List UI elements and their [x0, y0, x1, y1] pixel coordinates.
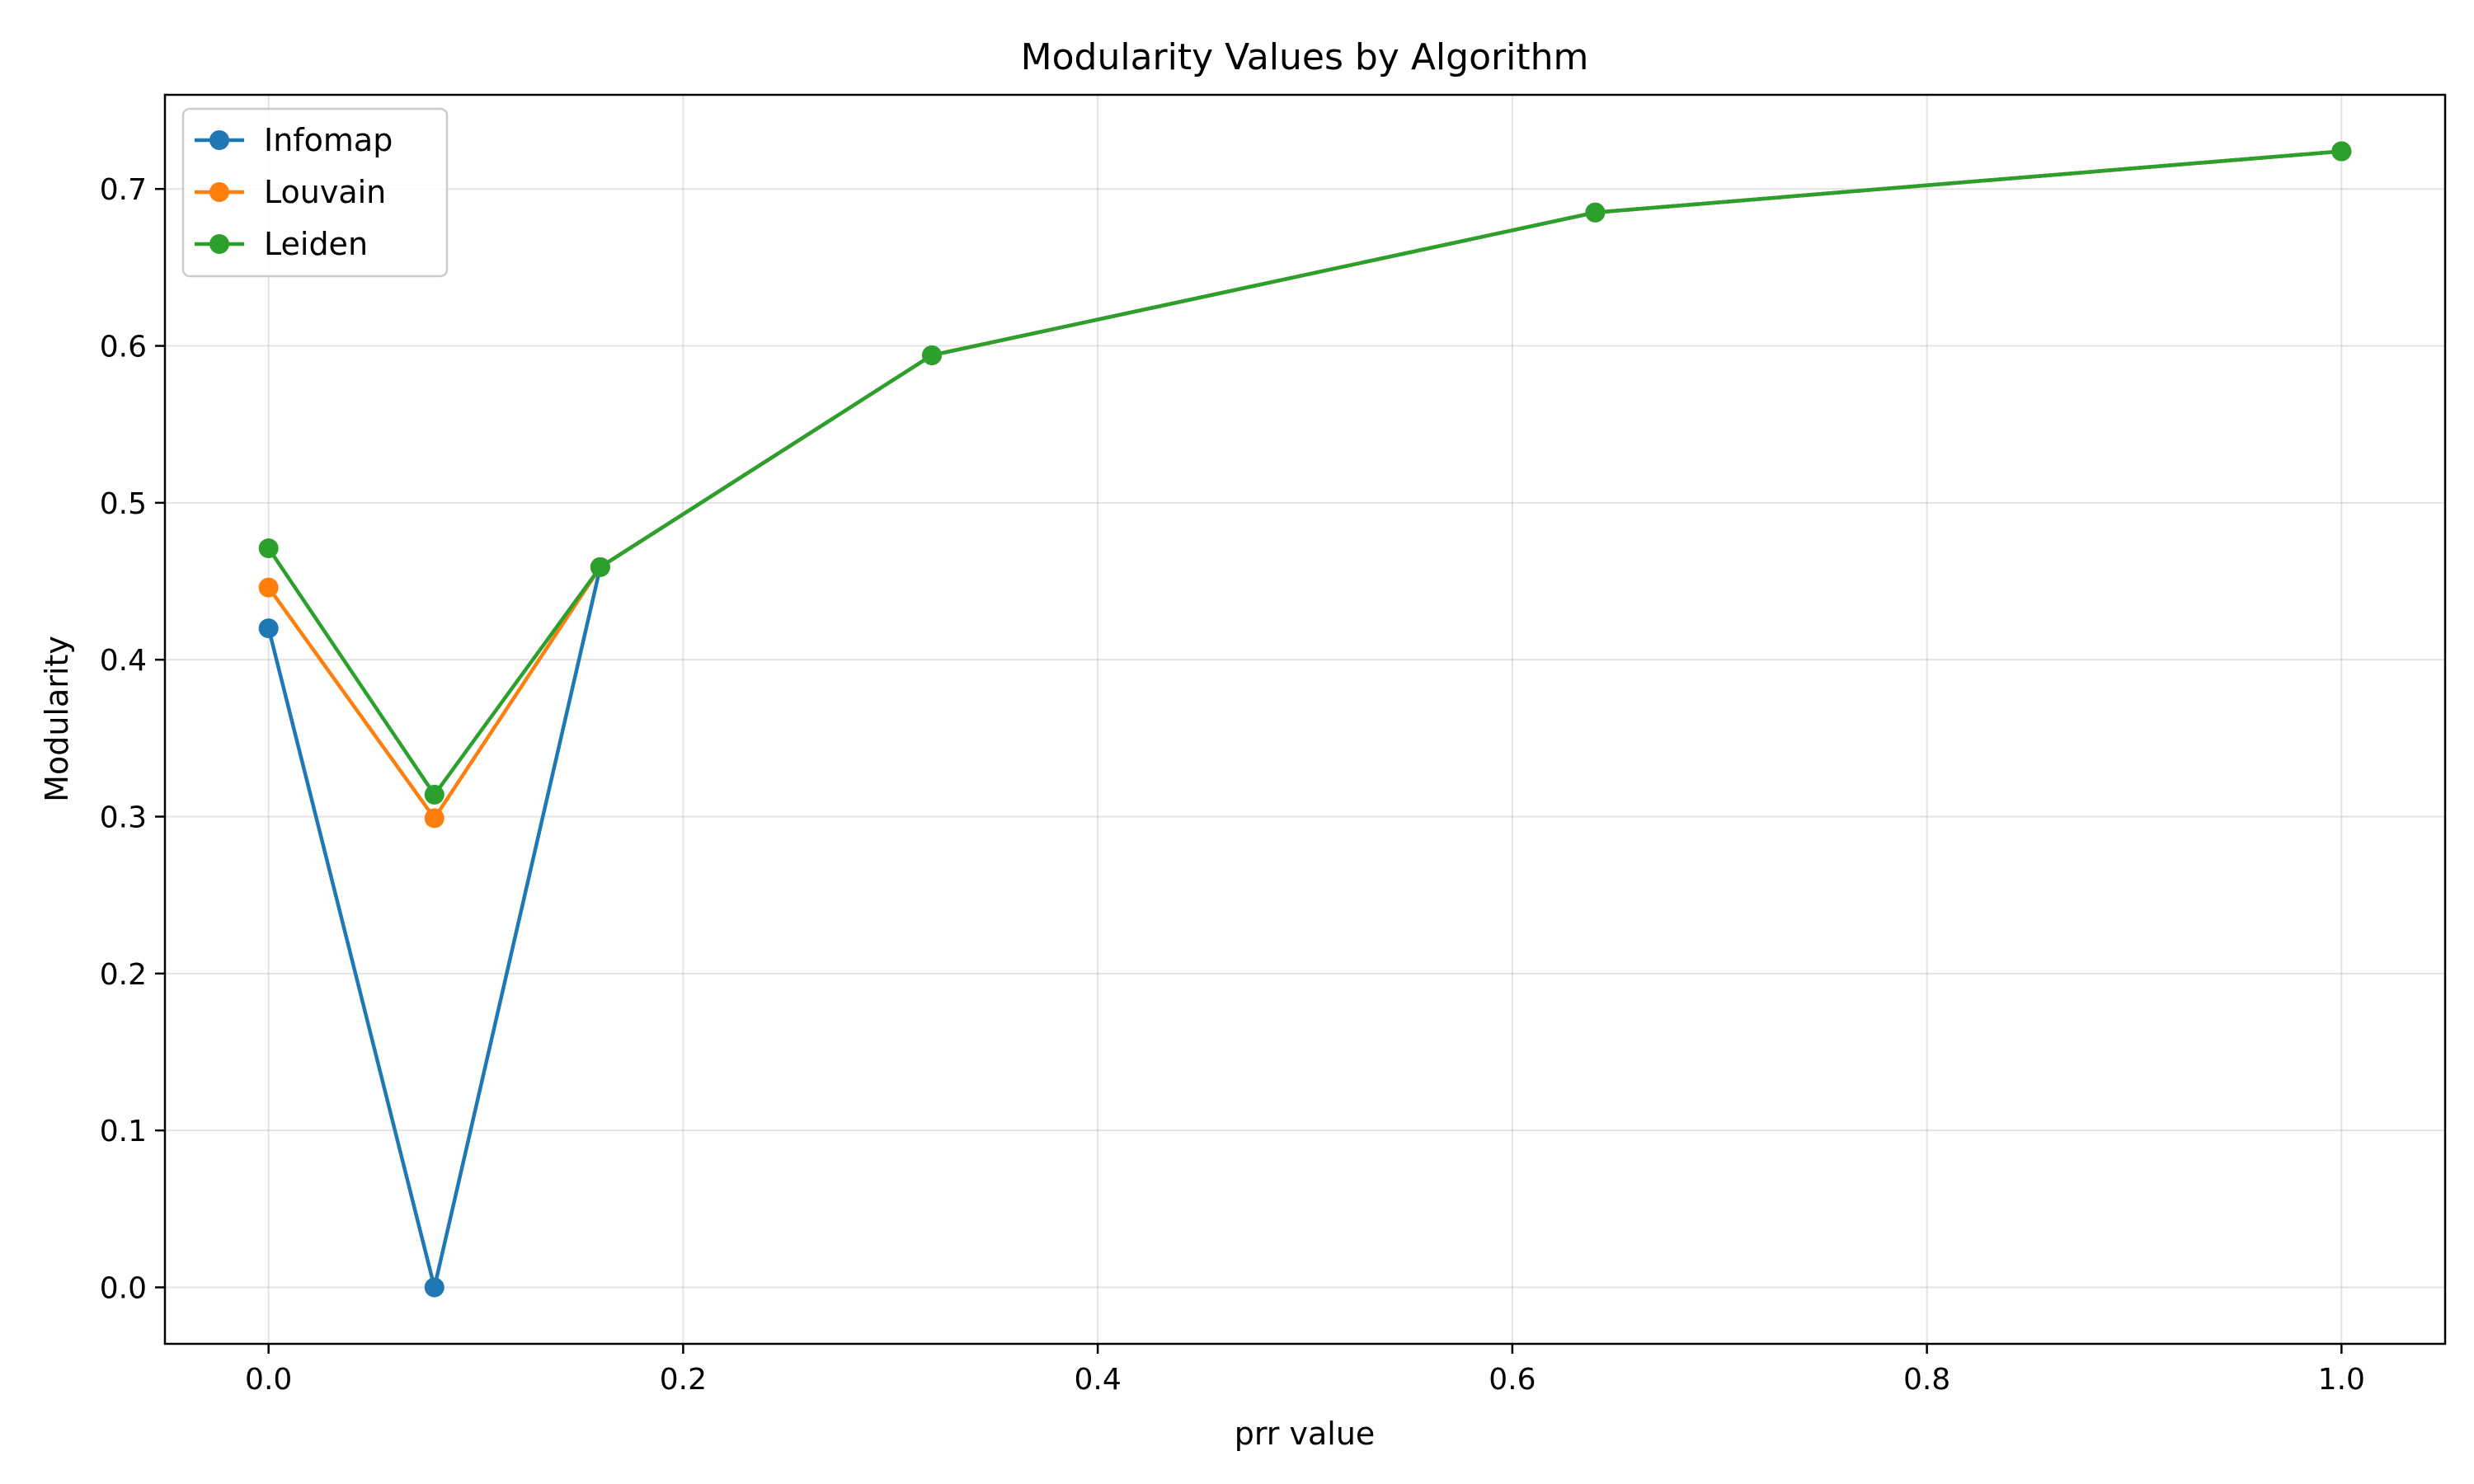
y-tick-label: 0.3	[100, 801, 147, 835]
legend-label-leiden: Leiden	[264, 226, 368, 262]
x-axis-label: prr value	[1235, 1416, 1376, 1452]
y-tick-label: 0.1	[100, 1115, 147, 1148]
plot-area-frame	[163, 93, 2447, 1345]
data-point-leiden	[590, 556, 610, 577]
data-point-infomap	[258, 618, 279, 639]
x-tick-label: 1.0	[2318, 1363, 2365, 1397]
chart-title: Modularity Values by Algorithm	[1021, 36, 1589, 78]
data-point-leiden	[2331, 141, 2352, 162]
data-point-leiden	[424, 784, 444, 805]
series-layer	[258, 141, 2352, 1298]
legend-box	[181, 107, 449, 278]
y-tick-label: 0.7	[100, 173, 147, 207]
x-tick-label: 0.2	[660, 1363, 707, 1397]
series-line-louvain	[266, 149, 2344, 820]
series-leiden	[258, 141, 2352, 805]
y-tick-label: 0.4	[100, 644, 147, 678]
data-point-louvain	[424, 808, 444, 829]
y-axis-label: Modularity	[39, 636, 75, 802]
series-infomap	[258, 141, 2352, 1298]
y-tick-label: 0.0	[100, 1271, 147, 1305]
x-tick-label: 0.8	[1903, 1363, 1950, 1397]
y-tick-label: 0.6	[100, 331, 147, 364]
legend: Infomap Louvain Leiden	[181, 107, 449, 278]
data-point-leiden	[1585, 202, 1606, 223]
y-tick-label: 0.2	[100, 958, 147, 992]
data-point-leiden	[922, 345, 943, 365]
series-line-leiden	[266, 149, 2344, 797]
legend-label-louvain: Louvain	[264, 174, 386, 210]
x-tick-label: 0.6	[1489, 1363, 1536, 1397]
data-point-louvain	[258, 577, 279, 598]
legend-marker-infomap	[209, 130, 229, 150]
legend-label-infomap: Infomap	[264, 122, 393, 158]
series-line-infomap	[266, 149, 2344, 1289]
data-point-leiden	[258, 538, 279, 559]
axis-ticks: 0.0 0.2 0.4 0.6 0.8 1.0 0.0 0.1 0.2 0.3 0.4 0.5 0.6 0…	[100, 173, 2365, 1397]
legend-marker-louvain	[209, 182, 229, 202]
series-louvain	[258, 141, 2352, 829]
data-point-infomap	[424, 1277, 444, 1298]
legend-marker-leiden	[209, 234, 229, 254]
grid	[165, 95, 2445, 1344]
x-tick-label: 0.0	[245, 1363, 292, 1397]
x-tick-label: 0.4	[1075, 1363, 1122, 1397]
y-tick-label: 0.5	[100, 487, 147, 521]
